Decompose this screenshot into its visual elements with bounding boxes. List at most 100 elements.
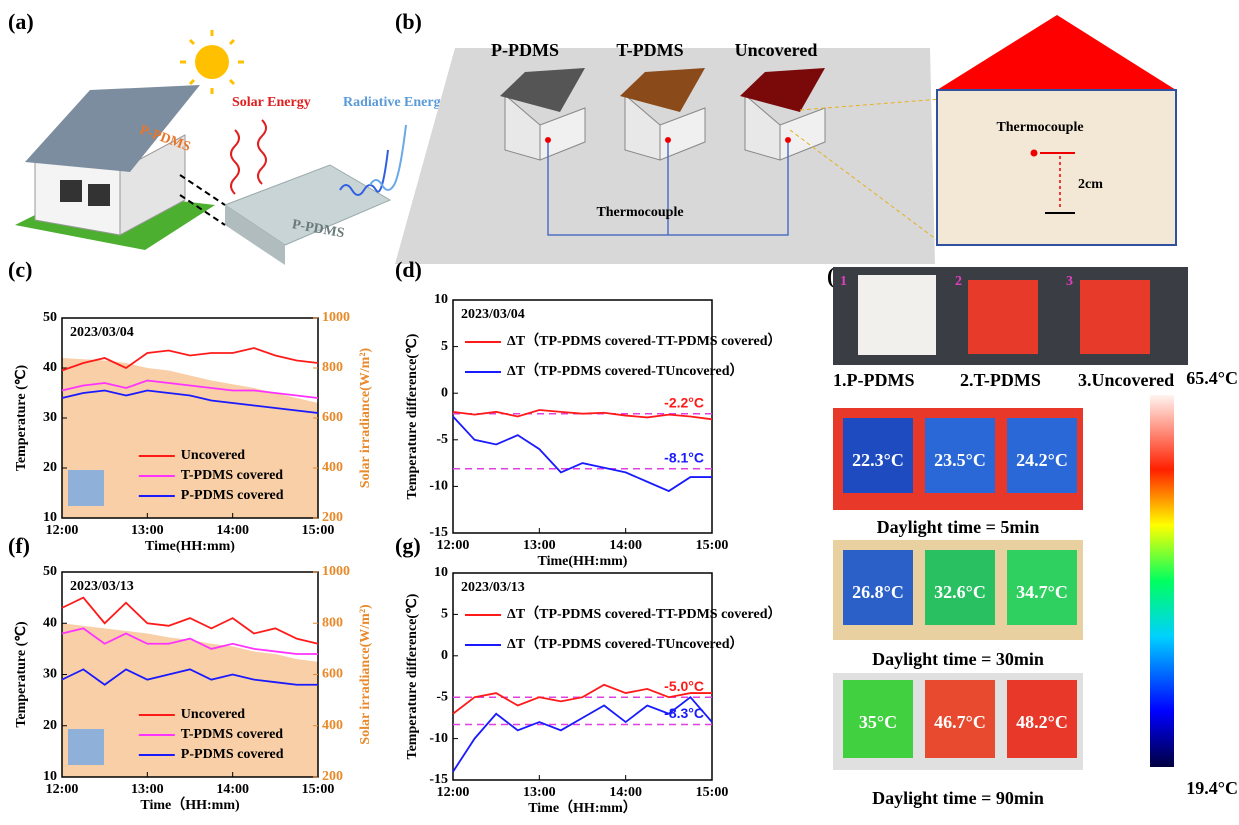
- solar-label: Solar Energy: [232, 95, 311, 110]
- y2-tick-label: 200: [322, 769, 343, 784]
- y-tick-label: 10: [43, 510, 57, 525]
- wires: [547, 143, 789, 236]
- y-tick-label: 0: [441, 385, 448, 400]
- y-axis-label: Temperature difference(℃): [405, 593, 420, 759]
- y2-axis-label: Solar irradiance(W/m²): [358, 604, 373, 745]
- y-tick-label: -10: [429, 479, 448, 494]
- y-tick-label: 30: [43, 667, 57, 682]
- x-tick-label: 12:00: [46, 782, 79, 797]
- sun: [195, 45, 229, 79]
- panel-label: (c): [8, 257, 32, 282]
- x-tick-label: 13:00: [131, 523, 164, 538]
- thermal-row-2: [833, 540, 1083, 640]
- y-axis-label: Temperature (℃): [14, 621, 29, 728]
- photo-house: [858, 275, 936, 355]
- zoom-line: [179, 194, 226, 226]
- window: [60, 180, 82, 202]
- house-roof: [25, 85, 200, 172]
- sensor-label: Thermocouple: [596, 205, 683, 220]
- x-tick-label: 12:00: [437, 785, 470, 800]
- house-label: Uncovered: [735, 40, 818, 60]
- x-tick-label: 14:00: [216, 782, 249, 797]
- y-tick-label: 30: [43, 410, 57, 425]
- detail-sensor-label: Thermocouple: [996, 120, 1083, 135]
- y-axis-label: Temperature (℃): [14, 365, 29, 472]
- series-line: [61, 347, 319, 372]
- panel-e: (e) 1 2 3 1.P-PDMS 2.T-PDMS 3.Uncovered …: [827, 263, 1238, 808]
- legend-label: T-PDMS covered: [181, 468, 283, 483]
- y2-tick-label: 1000: [322, 310, 350, 325]
- photo-house: [1080, 280, 1150, 354]
- sky-inset: [68, 729, 104, 765]
- y-axis-label: Temperature difference(℃): [405, 333, 420, 499]
- thermocouple: [1030, 149, 1038, 157]
- panel-label: (a): [8, 9, 34, 34]
- solar-wave: [230, 129, 240, 195]
- legend-label: P-PDMS covered: [181, 488, 284, 503]
- x-tick-label: 14:00: [609, 785, 642, 800]
- caption: Daylight time = 30min: [872, 649, 1044, 669]
- house-side: [119, 134, 186, 236]
- panel-label: (g): [395, 533, 421, 558]
- y2-axis-label: Solar irradiance(W/m²): [358, 347, 373, 488]
- legend-label: ΔT（TP-PDMS covered-TT-PDMS covered）: [507, 606, 781, 622]
- temp-label: 23.5°C: [934, 450, 986, 470]
- height-label: 2cm: [1078, 177, 1103, 192]
- x-axis-label: Time（HH:mm）: [528, 800, 637, 816]
- house-u: [740, 68, 826, 161]
- temp-label: 32.6°C: [934, 582, 986, 602]
- legend-label: ΔT（TP-PDMS covered-TT-PDMS covered）: [507, 333, 781, 349]
- series-line: [452, 683, 712, 715]
- y-tick-label: 10: [434, 292, 448, 307]
- sun-rays: [180, 30, 244, 94]
- y-tick-label: 10: [43, 769, 57, 784]
- legend-label: Uncovered: [181, 448, 245, 463]
- plot-frame: [452, 572, 713, 781]
- panel-b: (b) P-PDMS T-PDMS Uncovered Thermocouple…: [395, 9, 1177, 264]
- legend-label: P-PDMS covered: [181, 747, 284, 762]
- x-tick-label: 15:00: [696, 538, 729, 553]
- panel-label: (f): [8, 533, 30, 558]
- x-tick-label: 14:00: [609, 538, 642, 553]
- x-tick-label: 13:00: [523, 538, 556, 553]
- x-tick-label: 13:00: [523, 785, 556, 800]
- photo-label: 2.T-PDMS: [960, 370, 1041, 390]
- zoom-line: [799, 89, 1058, 111]
- thermal-row-1: [833, 408, 1083, 510]
- date-label: 2023/03/13: [461, 580, 525, 595]
- legend-label: ΔT（TP-PDMS covered-TUncovered）: [507, 636, 744, 652]
- series-line: [61, 627, 318, 655]
- legend-label: T-PDMS covered: [181, 727, 283, 742]
- y2-tick-label: 200: [322, 510, 343, 525]
- y2-tick-label: 1000: [322, 564, 350, 579]
- colorbar: [1150, 395, 1174, 767]
- x-tick-label: 12:00: [437, 538, 470, 553]
- temp-label: 22.3°C: [852, 450, 904, 470]
- caption: Daylight time = 90min: [872, 788, 1044, 808]
- y-tick-label: 0: [441, 648, 448, 663]
- temp-label: 26.8°C: [852, 582, 904, 602]
- series-line: [452, 695, 713, 773]
- y-tick-label: 5: [441, 607, 448, 622]
- y-tick-label: -15: [429, 772, 448, 787]
- series-line: [61, 389, 319, 414]
- y2-tick-label: 400: [322, 718, 343, 733]
- date-label: 2023/03/13: [70, 579, 134, 594]
- y2-tick-label: 800: [322, 615, 343, 630]
- x-tick-label: 15:00: [696, 785, 729, 800]
- house-label: P-PDMS: [491, 40, 559, 60]
- house-label: T-PDMS: [616, 40, 683, 60]
- legend-label: ΔT（TP-PDMS covered-TUncovered）: [507, 363, 744, 379]
- y-tick-label: -15: [429, 525, 448, 540]
- series-line: [61, 379, 319, 399]
- series-line: [452, 415, 712, 493]
- y2-tick-label: 600: [322, 410, 343, 425]
- date-label: 2023/03/04: [461, 307, 525, 322]
- y-tick-label: -5: [436, 432, 448, 447]
- panel-label: (b): [395, 9, 422, 34]
- panel-label: (d): [395, 257, 422, 282]
- series-line: [61, 596, 319, 645]
- reference-label: -8.1°C: [664, 449, 704, 465]
- y-tick-label: 40: [43, 360, 57, 375]
